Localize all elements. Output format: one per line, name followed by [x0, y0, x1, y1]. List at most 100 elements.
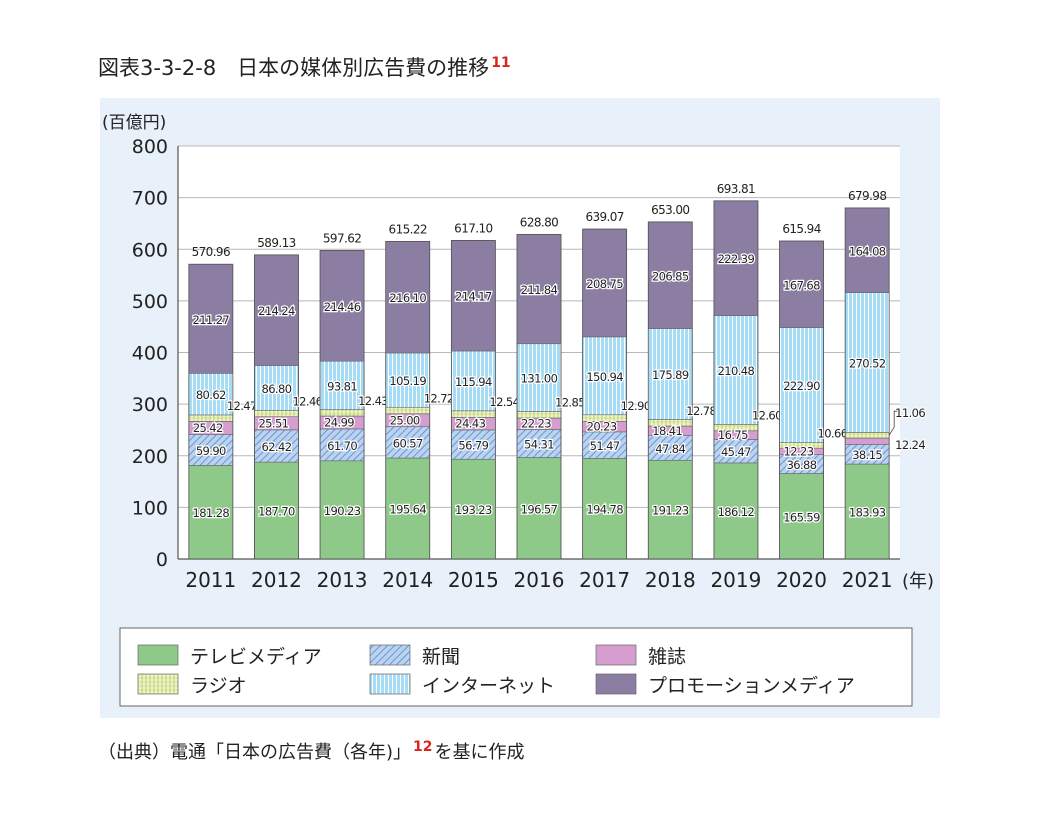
data-label-net: 105.19	[389, 374, 426, 388]
bar-segment-promo	[319, 250, 365, 362]
bar-segment-tv	[254, 461, 299, 560]
data-label-tv: 194.78	[586, 503, 623, 517]
total-label: 615.22	[389, 222, 427, 236]
data-label-net: 175.89	[652, 368, 689, 382]
legend-swatch-tv	[137, 644, 179, 666]
bar-outline	[844, 207, 890, 560]
bar-segment-promo	[451, 240, 496, 352]
data-label-net: 93.81	[327, 379, 357, 393]
data-label-promo: 211.27	[192, 313, 229, 327]
bar-outline	[319, 250, 365, 560]
bar-segment-promo	[779, 240, 824, 328]
data-label-news: 54.31	[524, 438, 554, 452]
bar-segment-net	[844, 292, 890, 433]
data-label-mag: 22.23	[521, 417, 551, 431]
x-tick-label: 2013	[317, 568, 368, 592]
data-label-promo: 216.10	[389, 291, 426, 305]
figure-title-text: 図表3-3-2-8 日本の媒体別広告費の推移	[98, 56, 490, 80]
data-label-promo: 222.39	[718, 252, 755, 266]
bar-segment-promo	[582, 228, 627, 338]
total-label: 639.07	[585, 210, 623, 224]
bar-outline	[450, 240, 496, 560]
y-tick-label: 300	[132, 394, 168, 416]
bar-outline	[779, 240, 824, 560]
bar-segment-news	[451, 429, 496, 460]
x-tick-label: 2020	[776, 568, 827, 592]
data-label-mag: 25.51	[258, 416, 288, 430]
bar-segment-net	[713, 315, 759, 425]
data-label-tv: 187.70	[258, 505, 295, 519]
data-label-tv: 196.57	[521, 502, 558, 516]
bar-segment-mag	[844, 437, 890, 445]
x-tick-label: 2016	[514, 568, 565, 592]
data-label-tv: 191.23	[652, 504, 689, 518]
total-label: 617.10	[454, 221, 492, 235]
y-tick-label: 800	[132, 136, 168, 158]
legend-label-promo: プロモーションメディア	[648, 675, 855, 697]
data-label-tv: 195.64	[389, 503, 426, 517]
data-label-mag: 25.42	[193, 421, 223, 435]
data-label-tv: 190.23	[324, 504, 361, 518]
chart-panel: 0 100 200 300 400 500 600 700 800 (百億円) 181.28 59.9…	[100, 98, 940, 718]
legend-swatch-promo	[595, 673, 637, 695]
source-note: （出典）電通「日本の広告費（各年)」 12 を基に作成	[98, 738, 525, 764]
total-label: 693.81	[717, 182, 755, 196]
data-label-tv: 181.28	[192, 506, 229, 520]
y-tick-label: 100	[132, 497, 168, 519]
bar-segment-tv	[582, 458, 627, 560]
data-label-mag: 24.99	[324, 415, 354, 429]
x-tick-label: 2019	[710, 568, 761, 592]
y-tick-label: 700	[132, 188, 168, 210]
bar-segment-net	[319, 360, 365, 410]
bar-outline	[254, 254, 299, 560]
data-label-mag: 18.41	[652, 424, 682, 438]
data-label-promo: 167.68	[783, 278, 820, 292]
data-label-promo: 214.46	[324, 300, 361, 314]
data-label-tv: 186.12	[718, 505, 755, 519]
data-label-news: 61.70	[327, 439, 357, 453]
data-label-promo: 214.24	[258, 304, 295, 318]
total-label: 570.96	[192, 245, 230, 259]
legend-swatch-radio	[137, 673, 179, 695]
data-label-radio: 10.66	[818, 426, 848, 440]
x-tick-label: 2021	[842, 568, 893, 592]
data-label-news: 47.84	[655, 442, 685, 456]
data-label-radio: 12.60	[752, 409, 782, 423]
data-label-radio: 12.46	[292, 394, 322, 408]
source-suffix: を基に作成	[434, 742, 525, 763]
total-label: 653.00	[651, 203, 689, 217]
data-label-net: 210.48	[718, 364, 755, 378]
bar-outline	[385, 240, 431, 560]
bar-segment-tv	[451, 458, 496, 560]
y-tick-label: 200	[132, 446, 168, 468]
data-label-promo: 164.08	[849, 244, 886, 258]
y-tick-label: 600	[132, 239, 168, 261]
data-label-promo: 206.85	[652, 269, 689, 283]
data-label-mag: 20.23	[587, 420, 617, 434]
legend-swatch-mag	[595, 644, 637, 666]
bar-segment-tv	[713, 462, 759, 560]
data-label-news: 62.42	[261, 440, 291, 454]
data-label-radio: 12.43	[358, 394, 388, 408]
bar-outline	[188, 263, 234, 560]
bar-segment-promo	[188, 263, 234, 374]
source-text: （出典）電通「日本の広告費（各年)」	[98, 742, 412, 763]
x-tick-label: 2014	[382, 568, 433, 592]
data-label-net: 270.52	[849, 356, 886, 370]
data-label-radio: 12.47	[227, 399, 257, 413]
data-label-news: 36.88	[787, 458, 817, 472]
x-tick-label: 2017	[579, 568, 630, 592]
total-label: 597.62	[323, 231, 361, 245]
x-tick-label: 2011	[185, 568, 236, 592]
total-label: 615.94	[782, 222, 820, 236]
data-label-tv: 165.59	[783, 510, 820, 524]
y-tick-label: 500	[132, 291, 168, 313]
bar-segment-radio	[844, 432, 890, 439]
data-label-tv: 193.23	[455, 503, 492, 517]
data-label-radio: 12.78	[686, 404, 716, 418]
bar-segment-promo	[647, 221, 693, 329]
data-label-news: 38.15	[852, 448, 882, 462]
total-label: 589.13	[257, 236, 295, 250]
data-label-net: 86.80	[261, 382, 291, 396]
data-label-promo: 211.84	[521, 283, 558, 297]
